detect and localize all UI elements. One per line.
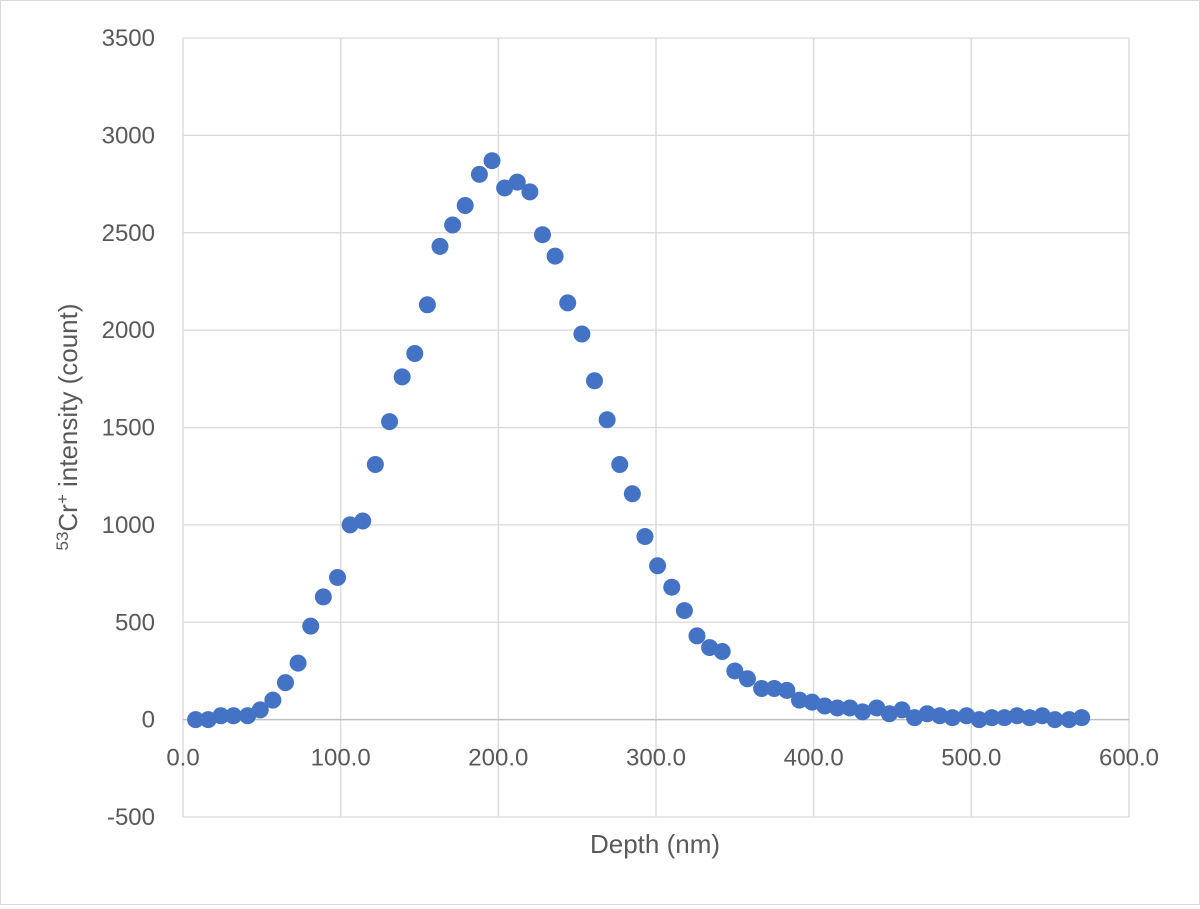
y-tick-label: 3000	[102, 122, 155, 149]
data-point	[816, 697, 834, 715]
data-point	[276, 674, 294, 692]
y-axis-title-charge: +	[53, 494, 72, 504]
data-point	[546, 247, 564, 265]
data-point	[251, 701, 269, 719]
x-tick-label: 200.0	[468, 745, 528, 772]
data-point	[314, 588, 332, 606]
data-point	[931, 707, 949, 725]
data-point	[470, 165, 488, 183]
data-point	[970, 711, 988, 729]
data-point	[983, 709, 1001, 727]
data-point	[854, 703, 872, 721]
data-point	[726, 662, 744, 680]
data-point	[1008, 707, 1026, 725]
y-tick-label: 1000	[102, 512, 155, 539]
y-tick-label: 1500	[102, 415, 155, 442]
data-point	[713, 642, 731, 660]
data-point	[393, 368, 411, 386]
data-point	[496, 179, 514, 197]
y-tick-label: 0	[142, 707, 155, 734]
data-point	[1046, 711, 1064, 729]
data-point	[790, 691, 808, 709]
data-point	[738, 670, 756, 688]
x-tick-label: 600.0	[1099, 745, 1159, 772]
data-point	[868, 699, 886, 717]
data-point	[521, 183, 539, 201]
x-axis-title: Depth (nm)	[590, 829, 720, 859]
data-point	[1073, 709, 1091, 727]
data-point	[302, 617, 320, 635]
grid-lines	[182, 37, 1130, 818]
data-point	[828, 699, 846, 717]
y-tick-label: 2000	[102, 317, 155, 344]
data-point	[611, 456, 629, 474]
x-tick-label: 100.0	[311, 745, 371, 772]
data-point	[995, 709, 1013, 727]
data-point	[688, 627, 706, 645]
x-tick-label: 300.0	[626, 745, 686, 772]
data-point	[381, 413, 399, 431]
data-point	[533, 226, 551, 244]
y-tick-label: 2500	[102, 220, 155, 247]
data-point	[649, 557, 667, 575]
data-point	[573, 325, 591, 343]
y-axis-title: 53Cr+ intensity (count)	[53, 303, 84, 550]
x-tick-label: 500.0	[941, 745, 1001, 772]
data-point	[418, 296, 436, 314]
data-point	[224, 707, 242, 725]
data-point	[354, 512, 372, 530]
data-point	[329, 568, 347, 586]
data-point	[1021, 709, 1039, 727]
data-point	[559, 294, 577, 312]
data-point	[431, 237, 449, 255]
data-point	[598, 411, 616, 429]
y-axis-title-suffix: intensity (count)	[53, 303, 83, 494]
data-point	[456, 196, 474, 214]
data-point	[1060, 711, 1078, 729]
data-point	[675, 602, 693, 620]
data-point	[212, 707, 230, 725]
data-point	[366, 456, 384, 474]
data-point	[623, 485, 641, 503]
data-point	[239, 707, 257, 725]
x-tick-label: 400.0	[784, 745, 844, 772]
x-tick-label: 0.0	[166, 745, 199, 772]
data-point	[663, 578, 681, 596]
data-point	[187, 711, 205, 729]
data-point	[753, 679, 771, 697]
y-axis-tick-labels: -500 0 500 1000 1500 2000 2500 3000 3500	[102, 25, 155, 831]
data-points	[187, 152, 1091, 729]
y-axis-title-isotope: 53	[53, 532, 72, 551]
data-point	[406, 344, 424, 362]
x-axis-tick-labels: 0.0 100.0 200.0 300.0 400.0 500.0 600.0	[166, 745, 1159, 772]
y-tick-label: 500	[115, 609, 155, 636]
y-tick-label: -500	[107, 804, 155, 831]
y-tick-label: 3500	[102, 25, 155, 52]
data-point	[264, 691, 282, 709]
data-point	[778, 681, 796, 699]
data-point	[483, 152, 501, 170]
data-point	[943, 709, 961, 727]
data-point	[765, 679, 783, 697]
data-point	[636, 528, 654, 546]
data-point	[289, 654, 307, 672]
y-axis-title-element: Cr	[53, 504, 83, 532]
data-point	[918, 705, 936, 723]
data-point	[893, 701, 911, 719]
data-point	[586, 372, 604, 390]
data-point	[444, 216, 462, 234]
data-point	[508, 173, 526, 191]
